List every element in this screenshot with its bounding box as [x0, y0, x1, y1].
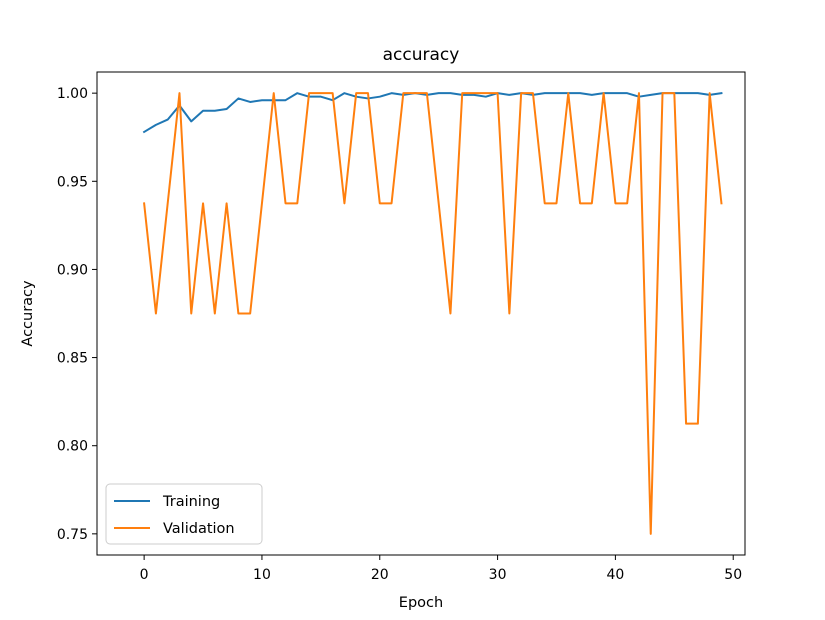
chart-title: accuracy — [383, 45, 460, 65]
x-axis-label: Epoch — [399, 595, 443, 611]
x-tick-label: 30 — [489, 567, 507, 583]
y-tick-label: 0.85 — [57, 351, 88, 367]
legend-label-training: Training — [162, 494, 220, 510]
x-tick-label: 40 — [606, 567, 624, 583]
x-tick-label: 50 — [724, 567, 742, 583]
x-tick-label: 20 — [371, 567, 389, 583]
series-line-training — [142, 92, 723, 134]
y-tick-label: 0.80 — [57, 439, 88, 455]
legend-label-validation: Validation — [163, 521, 235, 537]
y-axis-label: Accuracy — [20, 280, 36, 347]
series-line-validation — [143, 92, 723, 535]
x-tick-label: 0 — [140, 567, 149, 583]
x-tick-label: 10 — [253, 567, 271, 583]
y-tick-label: 1.00 — [57, 86, 88, 102]
y-tick-label: 0.95 — [57, 174, 88, 190]
x-axis-ticks: 0 10 20 30 40 50 — [140, 555, 742, 583]
y-tick-label: 0.90 — [57, 262, 88, 278]
plot-frame — [96, 71, 746, 556]
series-layer — [142, 92, 723, 535]
y-tick-label: 0.75 — [57, 527, 88, 543]
legend: Training Validation — [105, 483, 263, 545]
y-axis-ticks: 0.75 0.80 0.85 0.90 0.95 1.00 — [57, 86, 97, 543]
